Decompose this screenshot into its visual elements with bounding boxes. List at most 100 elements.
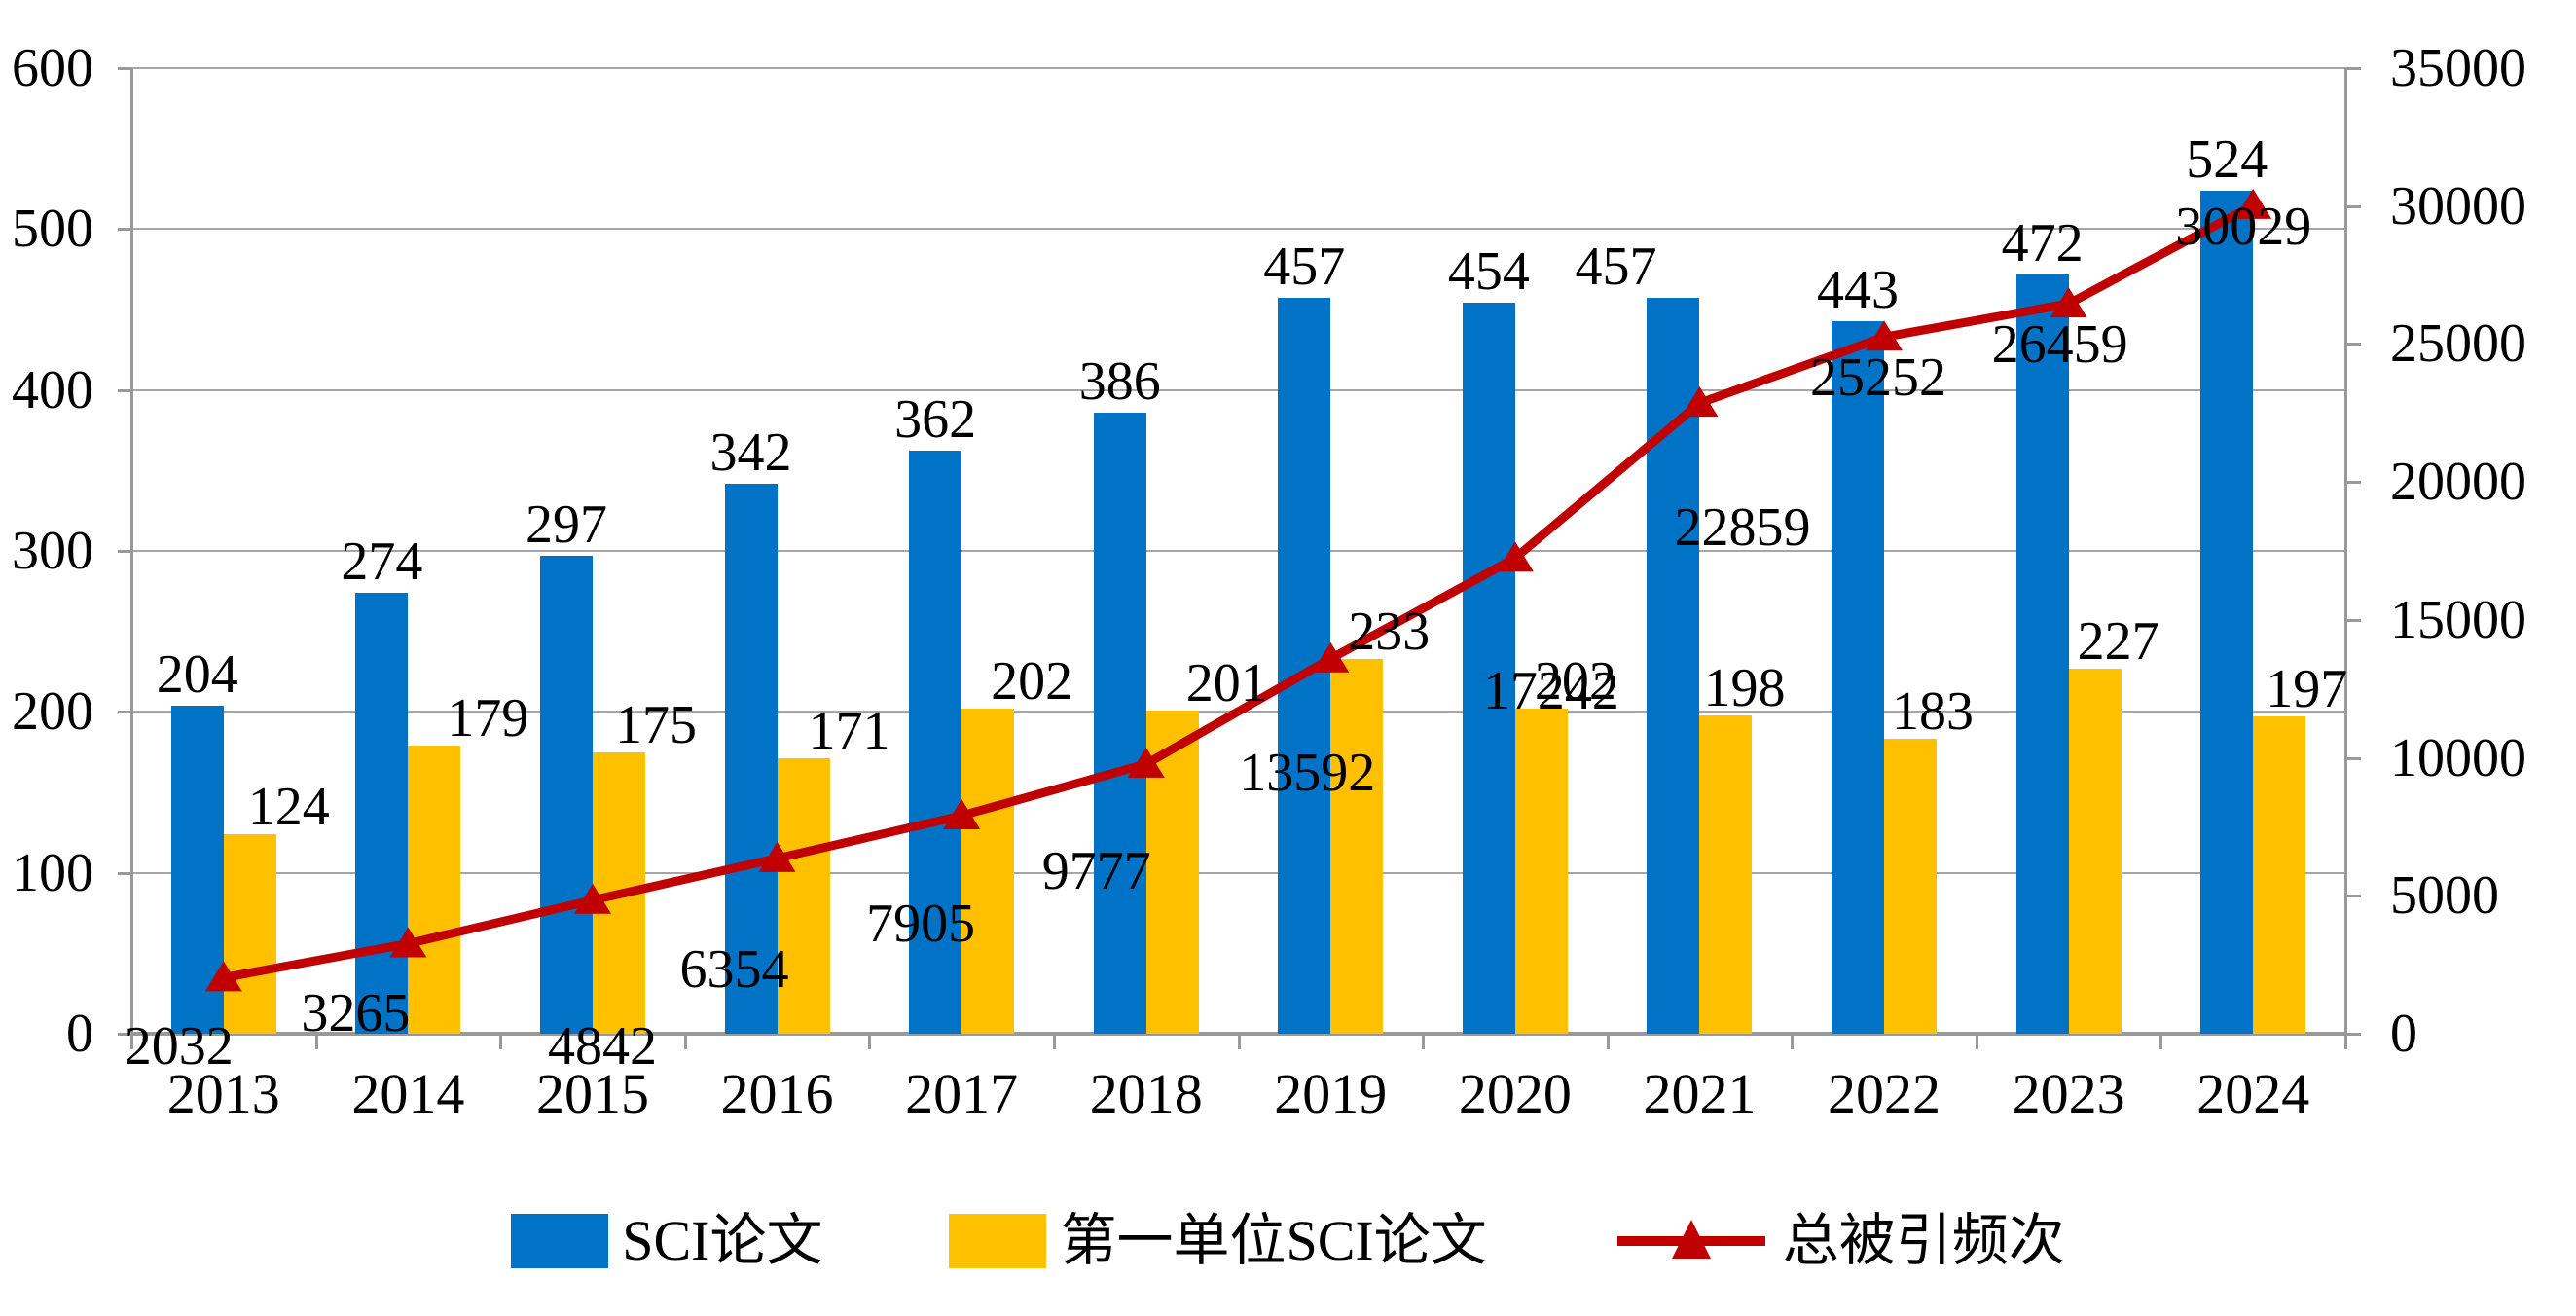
bar-first-unit-sci-papers xyxy=(777,758,830,1034)
triangle-marker-icon xyxy=(2234,188,2272,219)
x-axis-tick xyxy=(1975,1034,1978,1049)
bar-first-unit-sci-papers xyxy=(961,709,1015,1034)
gridline xyxy=(131,871,2345,874)
left-axis-tick xyxy=(118,228,131,232)
left-axis-tick xyxy=(118,1033,131,1036)
triangle-marker-icon xyxy=(2050,287,2087,318)
right-axis-tick-label: 0 xyxy=(2390,1004,2417,1064)
gridline xyxy=(131,388,2345,391)
x-axis-tick xyxy=(683,1034,687,1049)
right-axis-tick xyxy=(2345,895,2361,898)
triangle-marker-icon xyxy=(573,883,611,914)
right-axis-tick-label: 30000 xyxy=(2390,175,2526,237)
left-axis-line xyxy=(130,68,133,1034)
year-label: 2021 xyxy=(1643,1062,1757,1125)
left-axis-tick xyxy=(118,388,131,392)
right-axis-line xyxy=(2344,68,2347,1034)
right-axis-tick-label: 35000 xyxy=(2390,38,2526,98)
left-axis-tick-label: 600 xyxy=(12,38,93,98)
year-label: 2016 xyxy=(720,1062,834,1125)
bar-sci-papers xyxy=(1832,320,1885,1034)
x-axis-tick xyxy=(314,1034,318,1049)
year-label: 2015 xyxy=(535,1062,649,1125)
bar-sci-papers xyxy=(2200,190,2254,1034)
sci-papers-swatch xyxy=(511,1214,609,1268)
bar-sci-papers xyxy=(909,451,962,1034)
year-label: 2023 xyxy=(2012,1062,2125,1125)
left-axis-tick-label: 200 xyxy=(12,681,93,743)
right-axis-tick-label: 20000 xyxy=(2390,452,2526,513)
triangle-marker-icon xyxy=(1496,541,1534,572)
left-axis-tick-label: 100 xyxy=(12,842,93,903)
gridline xyxy=(131,67,2345,69)
total-citations-line-marker xyxy=(1614,1214,1769,1268)
triangle-marker-icon xyxy=(1866,320,1904,351)
bar-sci-papers xyxy=(355,592,409,1034)
right-axis-tick xyxy=(2345,618,2361,622)
left-axis-tick xyxy=(118,871,131,875)
gridline xyxy=(131,228,2345,231)
right-axis-tick xyxy=(2345,204,2361,208)
x-axis-tick xyxy=(1791,1034,1795,1049)
triangle-marker-icon xyxy=(1127,747,1165,778)
year-label: 2020 xyxy=(1458,1062,1572,1125)
bar-first-unit-sci-papers xyxy=(1884,739,1938,1034)
right-axis-tick-label: 25000 xyxy=(2390,313,2526,375)
right-axis-tick-label: 15000 xyxy=(2390,589,2526,650)
year-label: 2014 xyxy=(351,1062,465,1125)
right-axis-tick-label: 5000 xyxy=(2390,865,2499,927)
bar-first-unit-sci-papers xyxy=(2253,716,2306,1034)
year-label: 2017 xyxy=(905,1062,1019,1125)
left-axis-tick-label: 400 xyxy=(12,359,93,420)
left-axis-tick xyxy=(118,67,131,70)
x-axis-tick xyxy=(1422,1034,1426,1049)
right-axis-tick-label: 10000 xyxy=(2390,727,2526,788)
bar-sci-papers xyxy=(1462,303,1515,1034)
year-label: 2022 xyxy=(1828,1062,1941,1125)
x-axis-tick xyxy=(2159,1034,2163,1049)
total-citations-label: 总被引频次 xyxy=(1782,1209,2065,1272)
legend: SCI论文 第一单位SCI论文 总被引频次 xyxy=(0,1213,2576,1269)
year-label: 2019 xyxy=(1274,1062,1388,1125)
year-label: 2018 xyxy=(1089,1062,1203,1125)
left-axis-tick-label: 0 xyxy=(66,1004,93,1064)
legend-item-sci-papers: SCI论文 xyxy=(511,1213,822,1269)
bar-first-unit-sci-papers xyxy=(1514,709,1568,1034)
bar-sci-papers xyxy=(539,555,593,1034)
right-axis-tick xyxy=(2345,481,2361,485)
triangle-marker-icon xyxy=(758,841,796,872)
x-axis-tick xyxy=(499,1034,503,1049)
left-axis-tick-label: 300 xyxy=(12,521,93,581)
first-unit-sci-papers-label: 第一单位SCI论文 xyxy=(1060,1209,1487,1272)
right-axis-tick xyxy=(2345,756,2361,760)
legend-item-total-citations: 总被引频次 xyxy=(1614,1213,2065,1269)
left-axis-tick xyxy=(118,550,131,553)
x-axis-tick xyxy=(868,1034,872,1049)
bar-first-unit-sci-papers xyxy=(1330,658,1384,1034)
bar-sci-papers xyxy=(2015,274,2069,1034)
bar-sci-papers xyxy=(1093,412,1146,1034)
bar-first-unit-sci-papers xyxy=(1699,714,1753,1034)
x-axis-tick xyxy=(1606,1034,1610,1049)
total-citations-line xyxy=(222,201,2256,982)
bar-first-unit-sci-papers xyxy=(2068,668,2122,1034)
year-label: 2024 xyxy=(2196,1062,2310,1125)
right-axis-tick xyxy=(2345,343,2361,347)
x-axis-tick xyxy=(130,1034,133,1049)
year-label: 2013 xyxy=(166,1062,280,1125)
left-axis-tick-label: 500 xyxy=(12,199,93,260)
first-unit-sci-papers-swatch xyxy=(949,1214,1047,1268)
x-axis-tick xyxy=(2344,1034,2347,1049)
x-axis-tick xyxy=(1237,1034,1241,1049)
right-axis-tick xyxy=(2345,67,2361,70)
triangle-marker-icon xyxy=(1312,641,1350,673)
line-with-triangle-icon xyxy=(1616,1220,1765,1259)
triangle-marker-icon xyxy=(389,927,427,958)
left-axis-tick xyxy=(118,711,131,714)
sci-papers-label: SCI论文 xyxy=(622,1209,823,1272)
triangle-marker-icon xyxy=(1681,386,1719,418)
legend-item-first-unit-sci-papers: 第一单位SCI论文 xyxy=(949,1209,1487,1272)
x-axis-tick xyxy=(1052,1034,1056,1049)
